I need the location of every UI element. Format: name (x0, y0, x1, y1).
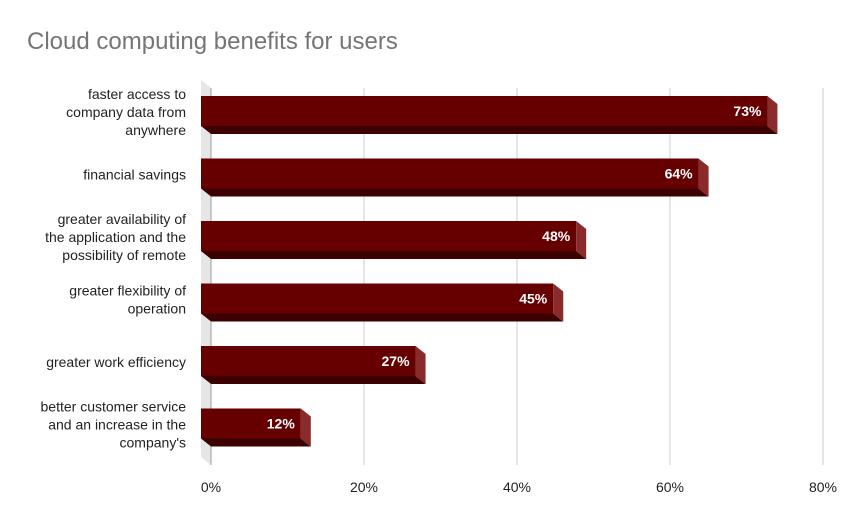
data-label: 27% (382, 353, 411, 369)
bar-bottom-face (201, 313, 564, 322)
bar (201, 283, 554, 314)
data-label: 64% (665, 166, 694, 182)
x-tick-label: 20% (350, 479, 378, 495)
bar (201, 346, 416, 376)
bar-bottom-face (201, 438, 311, 447)
bar-side-face (576, 221, 587, 259)
category-label: better customer service and an increase i… (41, 399, 187, 451)
bar (201, 158, 699, 189)
bar (201, 408, 301, 439)
bar (201, 221, 577, 251)
data-label: 12% (267, 416, 296, 432)
bar-side-face (415, 346, 426, 384)
bar-bottom-face (201, 251, 587, 259)
x-tick-label: 0% (201, 479, 221, 495)
bar-side-face (767, 96, 778, 134)
data-label: 45% (519, 291, 548, 307)
bar (201, 96, 768, 126)
bar-bottom-face (201, 126, 778, 134)
category-label: greater flexibility of operation (69, 283, 186, 317)
data-label: 48% (542, 228, 571, 244)
category-label: greater availability of the application a… (45, 211, 186, 263)
data-label: 73% (733, 103, 762, 119)
category-label: financial savings (83, 167, 186, 183)
bar-side-face (300, 408, 311, 447)
bar-bottom-face (201, 188, 709, 197)
chart-title: Cloud computing benefits for users (27, 28, 398, 55)
bar-side-face (698, 158, 709, 197)
bar-side-face (553, 283, 564, 322)
category-label: faster access to company data from anywher… (66, 86, 186, 138)
category-label: greater work efficiency (46, 354, 186, 370)
x-tick-label: 60% (656, 479, 684, 495)
x-tick-label: 80% (809, 479, 837, 495)
x-tick-label: 40% (503, 479, 531, 495)
bar-bottom-face (201, 376, 426, 384)
chart-wall (201, 80, 211, 465)
